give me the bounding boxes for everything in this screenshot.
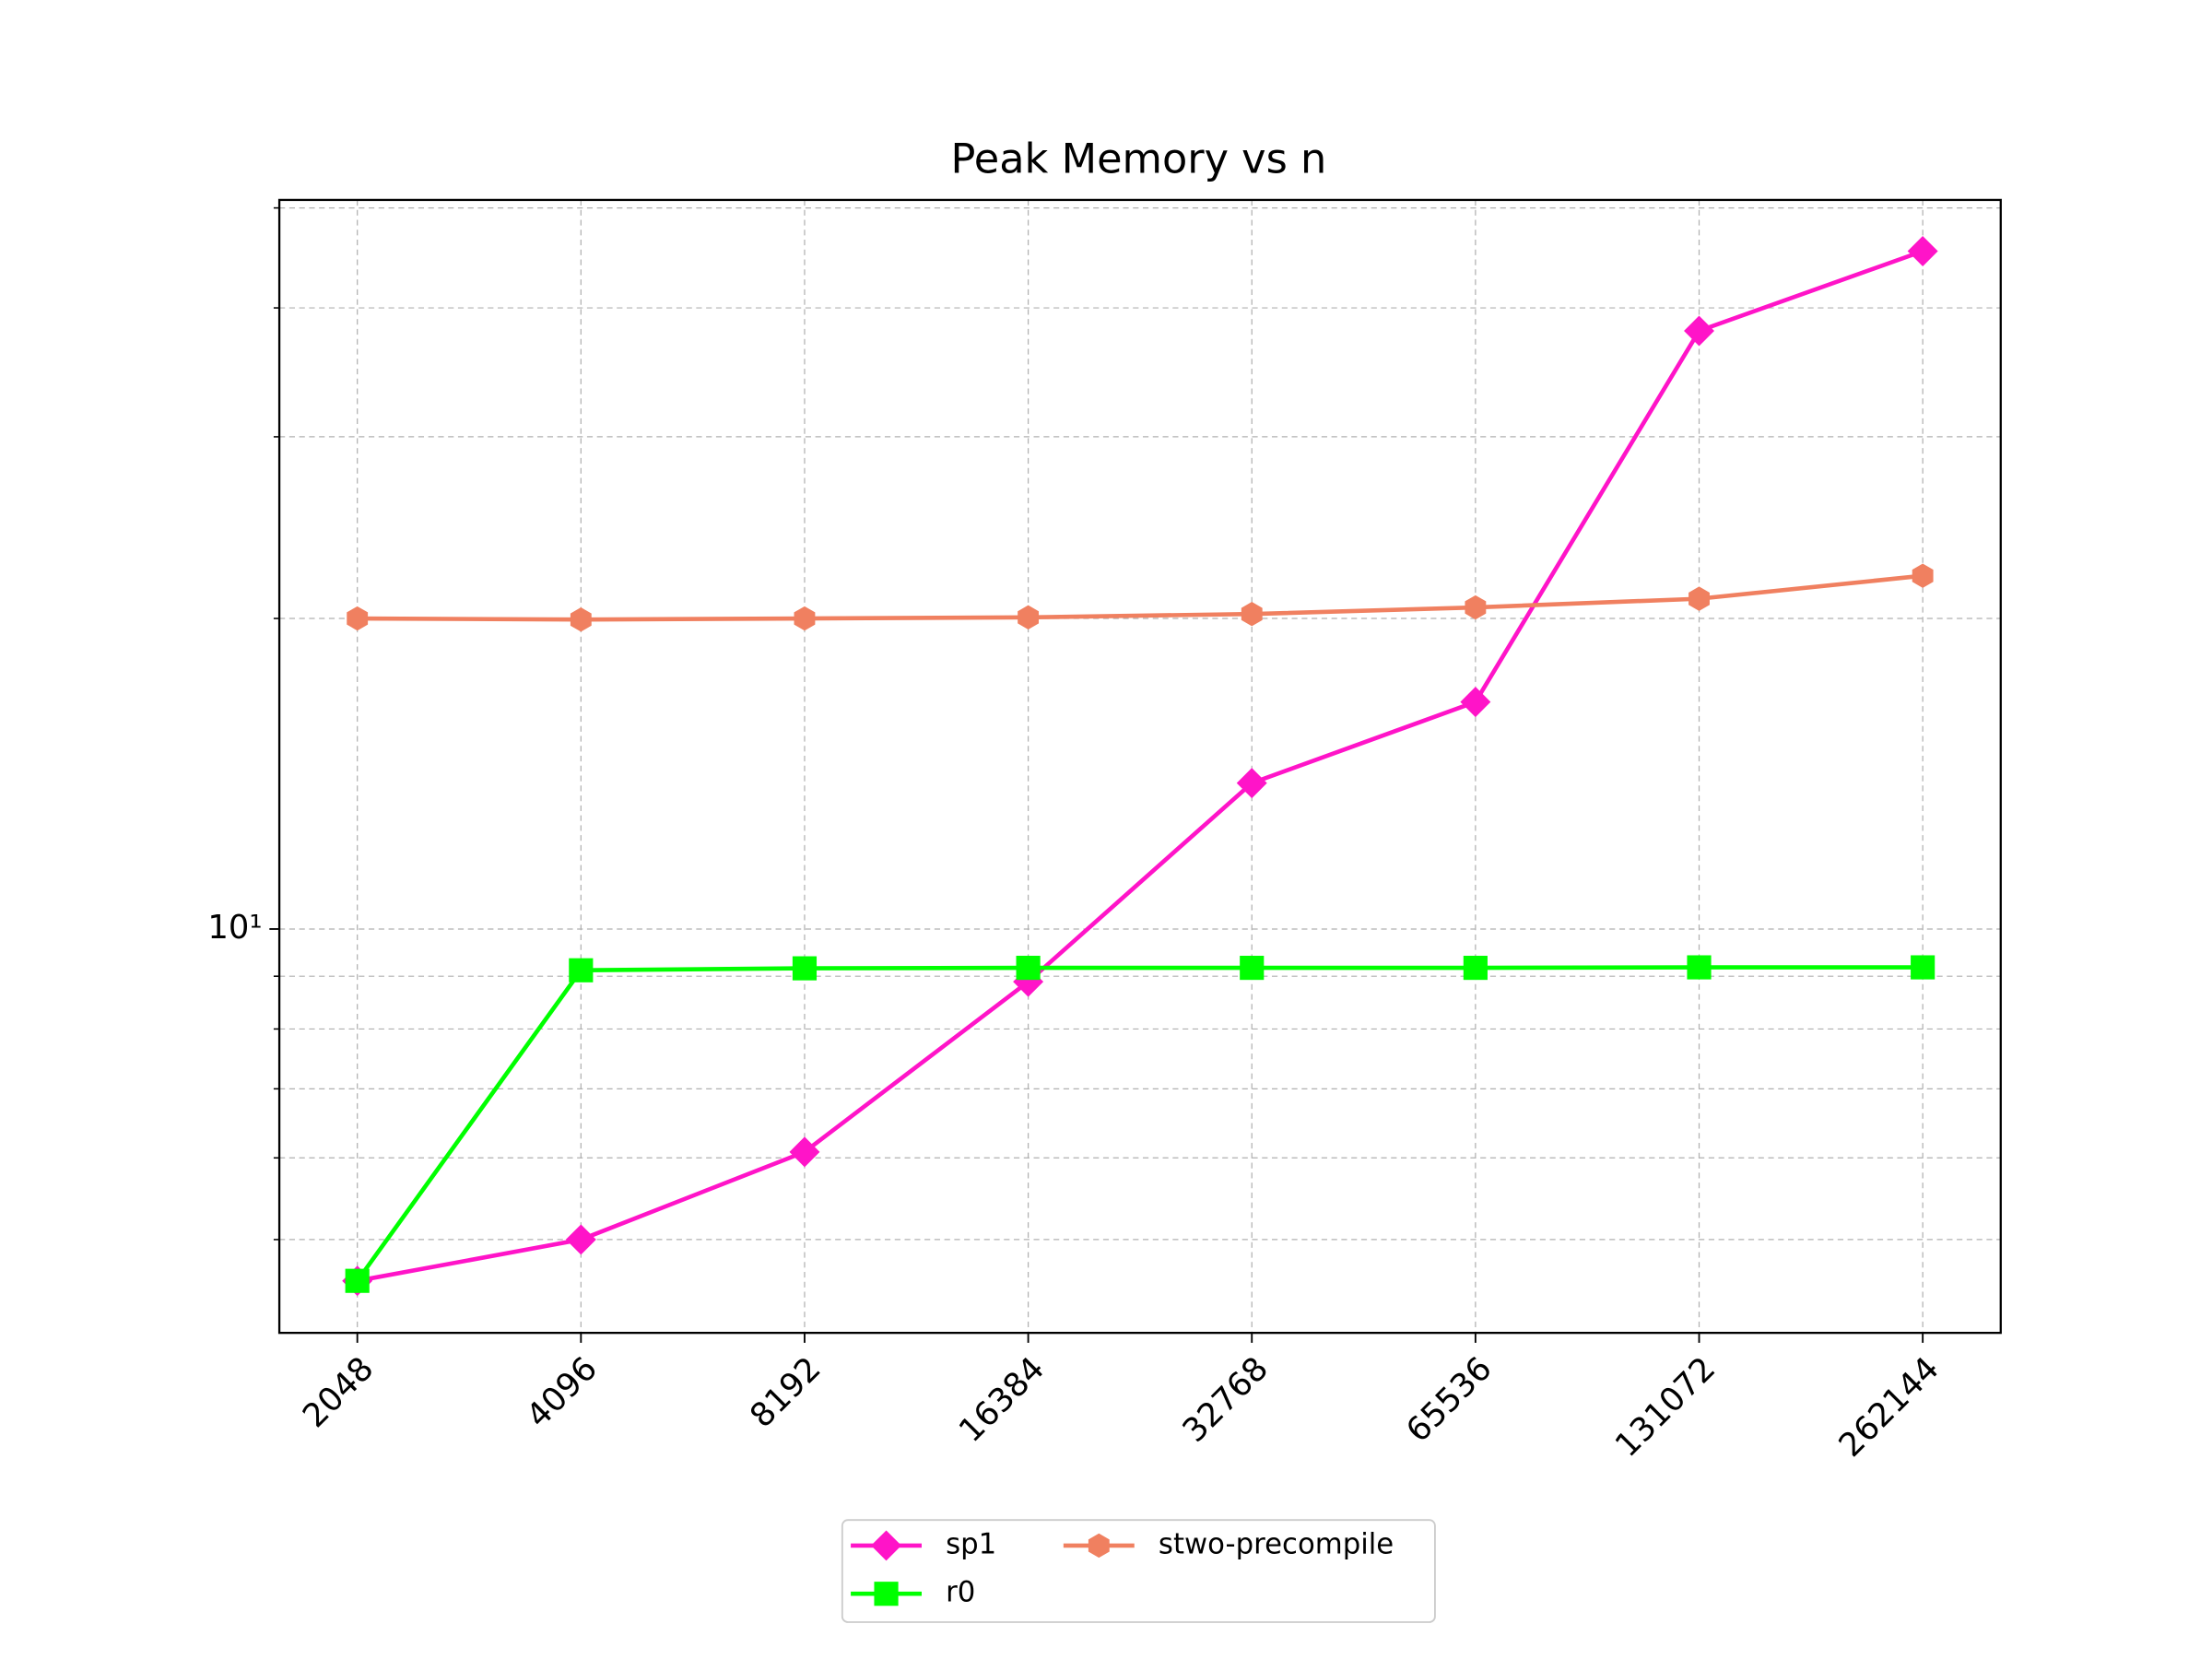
data-point <box>347 606 369 631</box>
data-point <box>1911 955 1936 980</box>
data-point <box>1016 956 1041 981</box>
data-point <box>1688 586 1710 611</box>
data-point <box>1907 236 1938 266</box>
series-line <box>357 573 1924 622</box>
data-point <box>789 1136 820 1168</box>
data-point <box>1465 594 1487 620</box>
plot-frame <box>277 198 2002 1335</box>
data-point <box>1018 605 1040 630</box>
data-point <box>1912 563 1934 588</box>
data-point <box>570 607 592 632</box>
y-tick-label: 10¹ <box>207 909 262 947</box>
data-point <box>565 1224 596 1255</box>
series-line <box>357 249 1924 1283</box>
data-point <box>569 958 594 982</box>
data-point <box>1241 601 1263 627</box>
legend-label: r0 <box>946 1576 975 1609</box>
legend-label: stwo-precompile <box>1159 1527 1394 1560</box>
series-line <box>355 965 1924 1283</box>
data-point <box>1460 687 1491 718</box>
legend-marker <box>871 1530 902 1561</box>
data-point <box>794 606 816 631</box>
data-point <box>1684 315 1714 347</box>
data-point <box>792 956 818 981</box>
data-point <box>1236 768 1267 799</box>
legend-marker <box>1088 1533 1110 1559</box>
data-point <box>1687 955 1712 980</box>
legend-box <box>841 1519 1436 1623</box>
chart-title: Peak Memory vs n <box>950 135 1326 182</box>
data-point <box>1240 956 1265 981</box>
data-point <box>345 1268 370 1293</box>
legend-marker <box>874 1582 899 1606</box>
data-point <box>1463 956 1488 981</box>
legend-label: sp1 <box>946 1527 996 1560</box>
